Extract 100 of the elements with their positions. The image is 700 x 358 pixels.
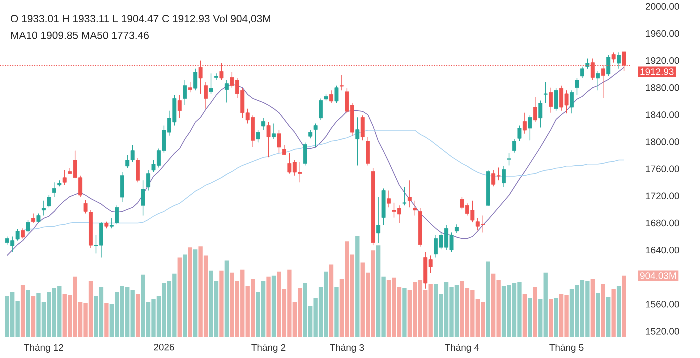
bar [549, 298, 554, 338]
candlestick [502, 166, 506, 188]
x-tick-label: Tháng 4 [445, 344, 480, 353]
y-tick-label: 1760.00 [646, 166, 680, 172]
bar [224, 260, 230, 338]
y-tick-label: 1680.00 [646, 220, 680, 226]
candlestick [549, 87, 554, 114]
candlestick [52, 182, 56, 198]
candlestick [183, 80, 188, 106]
candlestick [214, 73, 218, 81]
candlestick [360, 115, 365, 141]
candlestick [554, 88, 558, 111]
y-tick-label: 1520.00 [646, 328, 680, 335]
bar [596, 292, 600, 338]
bar [612, 288, 616, 338]
bar [193, 249, 198, 338]
bar [20, 284, 26, 338]
candlestick [303, 142, 308, 166]
candlestick [538, 100, 543, 128]
candlestick [319, 98, 324, 120]
candlestick [141, 180, 146, 216]
candlestick [120, 172, 124, 202]
candlestick [413, 200, 418, 216]
bar [272, 276, 276, 338]
bar [31, 296, 36, 338]
candlestick [512, 138, 516, 153]
y-tick-label: 1560.00 [646, 300, 680, 308]
candlestick [366, 136, 370, 166]
bar [356, 236, 360, 338]
y-tick-label: 1880.00 [646, 84, 680, 91]
ref-line-label: 1912.93 [640, 68, 674, 76]
candlestick [376, 196, 381, 244]
annotation: MA10 1909.85 MA50 1773.46 [11, 32, 149, 40]
candlestick [21, 228, 26, 239]
candlestick [580, 66, 584, 79]
candlestick [194, 68, 198, 91]
candlestick [334, 85, 339, 104]
candlestick [188, 82, 192, 93]
y-tick-label: 1960.00 [646, 30, 680, 37]
candlestick [224, 80, 229, 103]
candlestick [209, 73, 214, 94]
candlestick [146, 170, 150, 191]
candlestick [262, 118, 266, 131]
y-tick-label: 1800.00 [646, 138, 680, 146]
candlestick [204, 82, 208, 109]
bar [528, 298, 532, 338]
candlestick [26, 220, 30, 233]
candlestick [544, 82, 548, 104]
x-tick-label: Tháng 2 [252, 344, 286, 353]
bar [486, 262, 490, 338]
candlestick [340, 74, 344, 91]
bar [183, 254, 188, 338]
bar [220, 270, 224, 338]
x-tick-label: Tháng 12 [24, 344, 64, 353]
y-tick-label: 2000.00 [646, 3, 680, 10]
x-tick-label: Tháng 3 [330, 344, 364, 353]
bar [136, 294, 140, 338]
bar [26, 290, 30, 338]
candlestick [115, 205, 120, 225]
candlestick [617, 52, 622, 70]
candlestick [84, 200, 88, 214]
candlestick [408, 180, 412, 208]
candlestick [402, 186, 407, 206]
candlestick [596, 70, 600, 91]
candlestick [110, 218, 114, 229]
candlestick [62, 170, 67, 186]
y-tick-label: 1720.00 [646, 192, 680, 200]
candlestick [575, 78, 580, 96]
bar [178, 258, 182, 338]
candlestick [612, 52, 616, 63]
bar [601, 284, 606, 338]
candlestick [277, 130, 282, 154]
candlestick [272, 123, 276, 140]
candlestick [528, 115, 532, 141]
y-tick-label: 1920.00 [646, 57, 680, 64]
candlestick [522, 112, 527, 134]
x-tick-label: Tháng 5 [550, 344, 584, 353]
candlestick [256, 130, 260, 143]
bar [334, 286, 339, 338]
candlestick [518, 125, 522, 142]
candlestick [586, 58, 590, 70]
candlestick [507, 152, 512, 166]
bar [266, 276, 271, 338]
annotation: O 1933.01 H 1933.11 L 1904.47 C 1912.93 Vol 904,03M [11, 14, 270, 24]
candlestick [314, 123, 318, 148]
bar [104, 302, 109, 338]
candlestick [356, 117, 360, 166]
y-tick-label: 1840.00 [646, 111, 680, 118]
candlestick [606, 54, 611, 76]
y-tick-label: 1640.00 [646, 246, 680, 254]
bar [522, 294, 528, 338]
candlestick [178, 94, 182, 118]
candlestick [387, 190, 391, 208]
candlestick [533, 96, 538, 122]
bar [554, 298, 558, 338]
bar [590, 278, 596, 338]
bar [329, 264, 334, 338]
candlestick [570, 90, 574, 114]
candlestick [282, 144, 286, 156]
text: 904.03M [640, 272, 676, 280]
